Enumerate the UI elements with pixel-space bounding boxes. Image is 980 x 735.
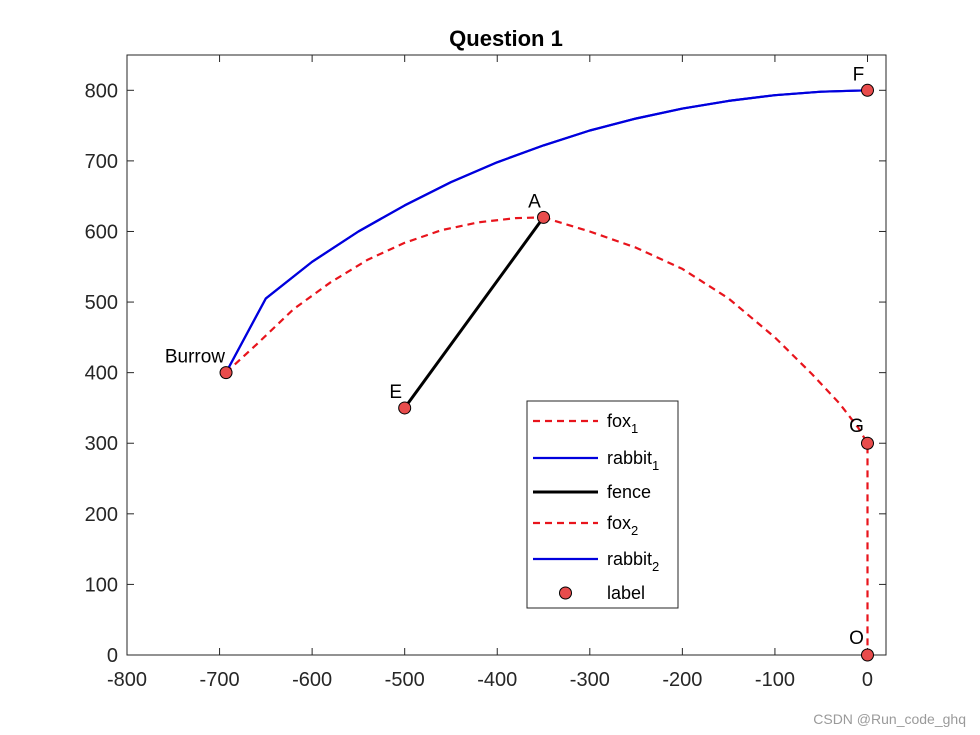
series-rabbit2-line (225, 89, 868, 374)
label-marker (860, 648, 874, 662)
y-tick-label: 500 (85, 292, 118, 314)
x-axis: -800 -700 -600 -500 -400 -300 -200 -100 0 (107, 55, 873, 691)
series-fence-line (403, 216, 545, 409)
point-label: A (528, 191, 541, 212)
point-label: O (849, 628, 864, 649)
label-marker (537, 210, 551, 224)
x-tick-label: -200 (662, 669, 702, 691)
x-tick-label: -400 (477, 669, 517, 691)
y-tick-label: 600 (85, 221, 118, 243)
x-tick-label: -700 (200, 669, 240, 691)
point-label: E (389, 382, 402, 403)
marker-layer: F A Burrow E G O (165, 64, 874, 662)
y-axis: 0 100 200 300 400 500 600 700 800 (85, 80, 886, 667)
y-tick-label: 200 (85, 504, 118, 526)
label-marker (219, 366, 233, 380)
legend-label: fence (607, 482, 651, 502)
legend-label: label (607, 583, 645, 603)
legend-swatch-marker (559, 586, 572, 600)
x-tick-label: -300 (570, 669, 610, 691)
y-tick-label: 800 (85, 80, 118, 102)
point-label: G (849, 416, 864, 437)
series-layer (225, 89, 869, 655)
plot-area (126, 54, 887, 656)
y-tick-label: 100 (85, 574, 118, 596)
label-marker (860, 83, 874, 97)
series-fox2-line (543, 216, 869, 655)
point-label: Burrow (165, 347, 225, 368)
series-fox1-line (225, 216, 544, 374)
x-tick-label: 0 (862, 669, 873, 691)
chart-title: Question 1 (449, 26, 563, 51)
y-tick-label: 300 (85, 433, 118, 455)
x-tick-label: -800 (107, 669, 147, 691)
legend-box (526, 400, 679, 609)
watermark: CSDN @Run_code_ghq (813, 711, 966, 727)
x-tick-label: -600 (292, 669, 332, 691)
point-label: F (853, 64, 865, 85)
label-marker (398, 401, 412, 415)
y-tick-label: 0 (107, 645, 118, 667)
x-tick-label: -500 (385, 669, 425, 691)
y-tick-label: 400 (85, 363, 118, 385)
label-marker (860, 436, 874, 450)
y-tick-label: 700 (85, 151, 118, 173)
x-tick-label: -100 (755, 669, 795, 691)
